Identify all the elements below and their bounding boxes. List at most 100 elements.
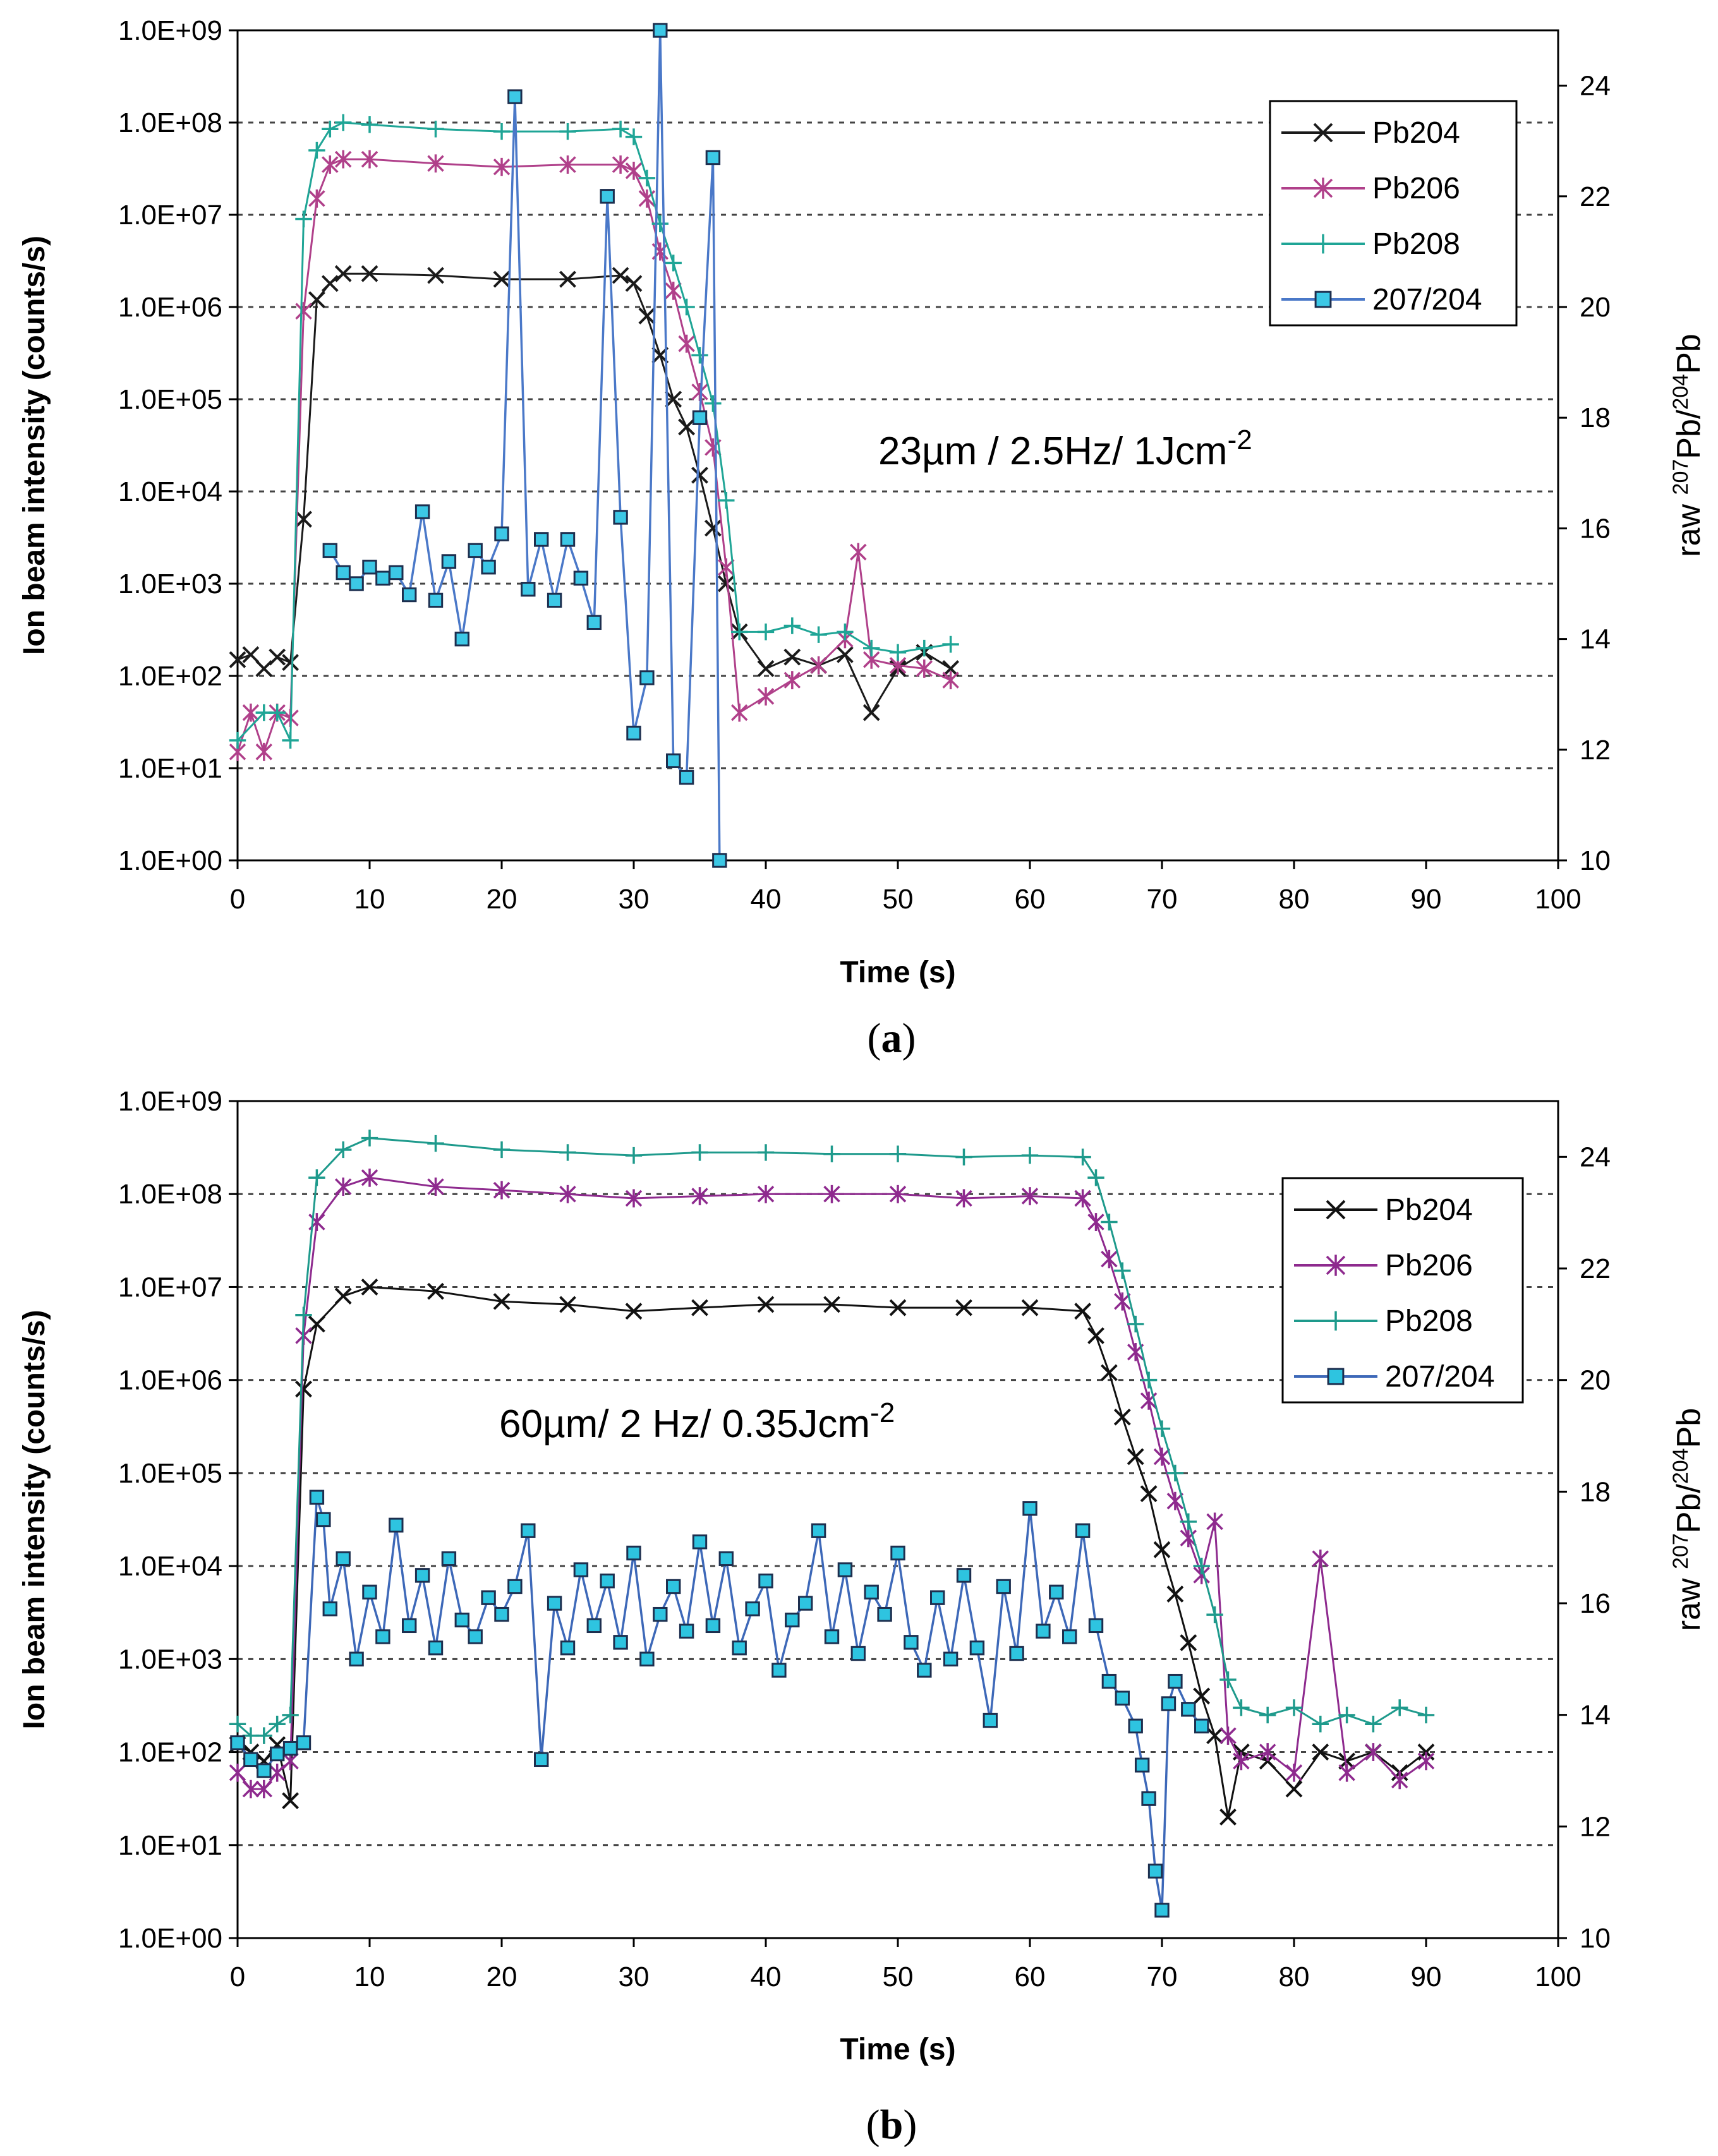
data-point [521,1523,536,1538]
data-point [1259,1706,1276,1724]
data-point [427,1135,444,1152]
data-point [1074,1303,1092,1320]
data-point [731,623,748,641]
data-point [692,1534,708,1550]
legend-box [1281,1177,1524,1404]
data-point [823,1296,840,1313]
data-point [270,1746,285,1762]
data-point [560,532,576,547]
data-point [1009,1646,1024,1661]
chart-panel-a: 1.0E+00 1.0E+01 1.0E+02 1.0E+03 1.0E+04 1.0E+… [18,15,1707,1061]
data-point [1285,1763,1303,1782]
data-point [691,347,708,364]
data-point [600,189,615,204]
right-axis-title-part: 207 [1669,459,1693,495]
data-point [573,1562,589,1577]
data-point [493,123,511,140]
data-point [335,1141,352,1159]
data-point [493,1292,511,1310]
data-point [427,121,444,138]
data-point [1219,1726,1237,1745]
data-point [1134,1757,1150,1773]
data-point [402,1618,417,1634]
x-tick-label: 20 [487,884,517,915]
x-axis-ticks-b: 0 10 20 30 40 50 60 70 80 90 100 [230,1938,1582,1992]
data-point [229,732,246,749]
data-point [296,1735,312,1750]
data-point [691,1144,708,1161]
series-layer-a [229,23,960,868]
data-point [691,1299,708,1316]
left-axis-ticks-b: 1.0E+00 1.0E+01 1.0E+02 1.0E+03 1.0E+04 1.0E+… [118,1086,238,1954]
data-point [1259,1743,1276,1761]
y2-tick-label: 20 [1580,292,1611,323]
data-point [798,1596,813,1611]
data-point [1285,1780,1303,1798]
data-point [402,587,417,603]
data-point [1154,1903,1170,1918]
data-point [1100,1364,1118,1382]
data-point [1206,1727,1224,1745]
data-point [295,1306,312,1323]
legend-marker [1326,1200,1346,1220]
data-point [309,1490,325,1505]
data-point [1338,1706,1355,1724]
x-axis-title-a: Time (s) [840,956,955,989]
data-point [243,1752,258,1768]
data-point [282,1792,299,1809]
data-point [638,169,656,187]
data-point [441,554,457,569]
data-point [361,150,378,169]
data-point [295,510,312,528]
data-point [757,1144,775,1161]
x-tick-label: 0 [230,1961,245,1992]
series-207-204 [230,1490,1209,1918]
data-point [678,418,696,436]
legend-label: Pb208 [1385,1304,1473,1338]
y-tick-label: 1.0E+00 [118,845,222,876]
data-point [507,89,523,104]
data-point [666,1579,681,1594]
y2-tick-label: 22 [1580,1253,1611,1284]
data-point [349,576,364,591]
y2-tick-label: 24 [1580,71,1611,102]
data-point [361,265,378,282]
data-point [1194,1718,1209,1734]
right-axis-ticks-a: 10 12 14 16 18 20 22 24 [1558,71,1611,876]
data-point [335,114,352,131]
data-point [559,123,576,140]
data-point [282,654,299,671]
data-point [559,1184,576,1203]
x-tick-label: 50 [883,1961,914,1992]
y-tick-label: 1.0E+05 [118,384,222,415]
data-point [625,275,643,292]
x-tick-label: 10 [354,1961,385,1992]
data-point [230,1735,245,1750]
data-point [1101,1214,1118,1231]
data-point [322,543,337,558]
data-point [889,1184,907,1203]
data-point [389,565,404,581]
right-axis-title-a: raw 207Pb/204Pb [1669,334,1707,557]
data-point [718,491,735,509]
data-point [837,1562,853,1577]
data-point [1233,1699,1250,1716]
caption-letter: a [881,1015,902,1061]
data-point [678,298,695,316]
x-tick-label: 20 [487,1961,517,1992]
data-point [955,1148,972,1165]
data-point [1022,1501,1037,1516]
panel-caption-a: (a) [868,1015,916,1061]
data-point [877,1606,892,1622]
data-point [1021,1299,1039,1316]
data-point [534,532,549,547]
data-point [1127,1315,1144,1333]
data-point [362,1584,377,1600]
data-point [308,189,325,208]
data-point [586,615,602,630]
data-point [454,1612,469,1628]
y-tick-label: 1.0E+00 [118,1923,222,1954]
data-point [1338,1763,1355,1782]
data-point [665,281,682,300]
data-point [691,1187,708,1205]
